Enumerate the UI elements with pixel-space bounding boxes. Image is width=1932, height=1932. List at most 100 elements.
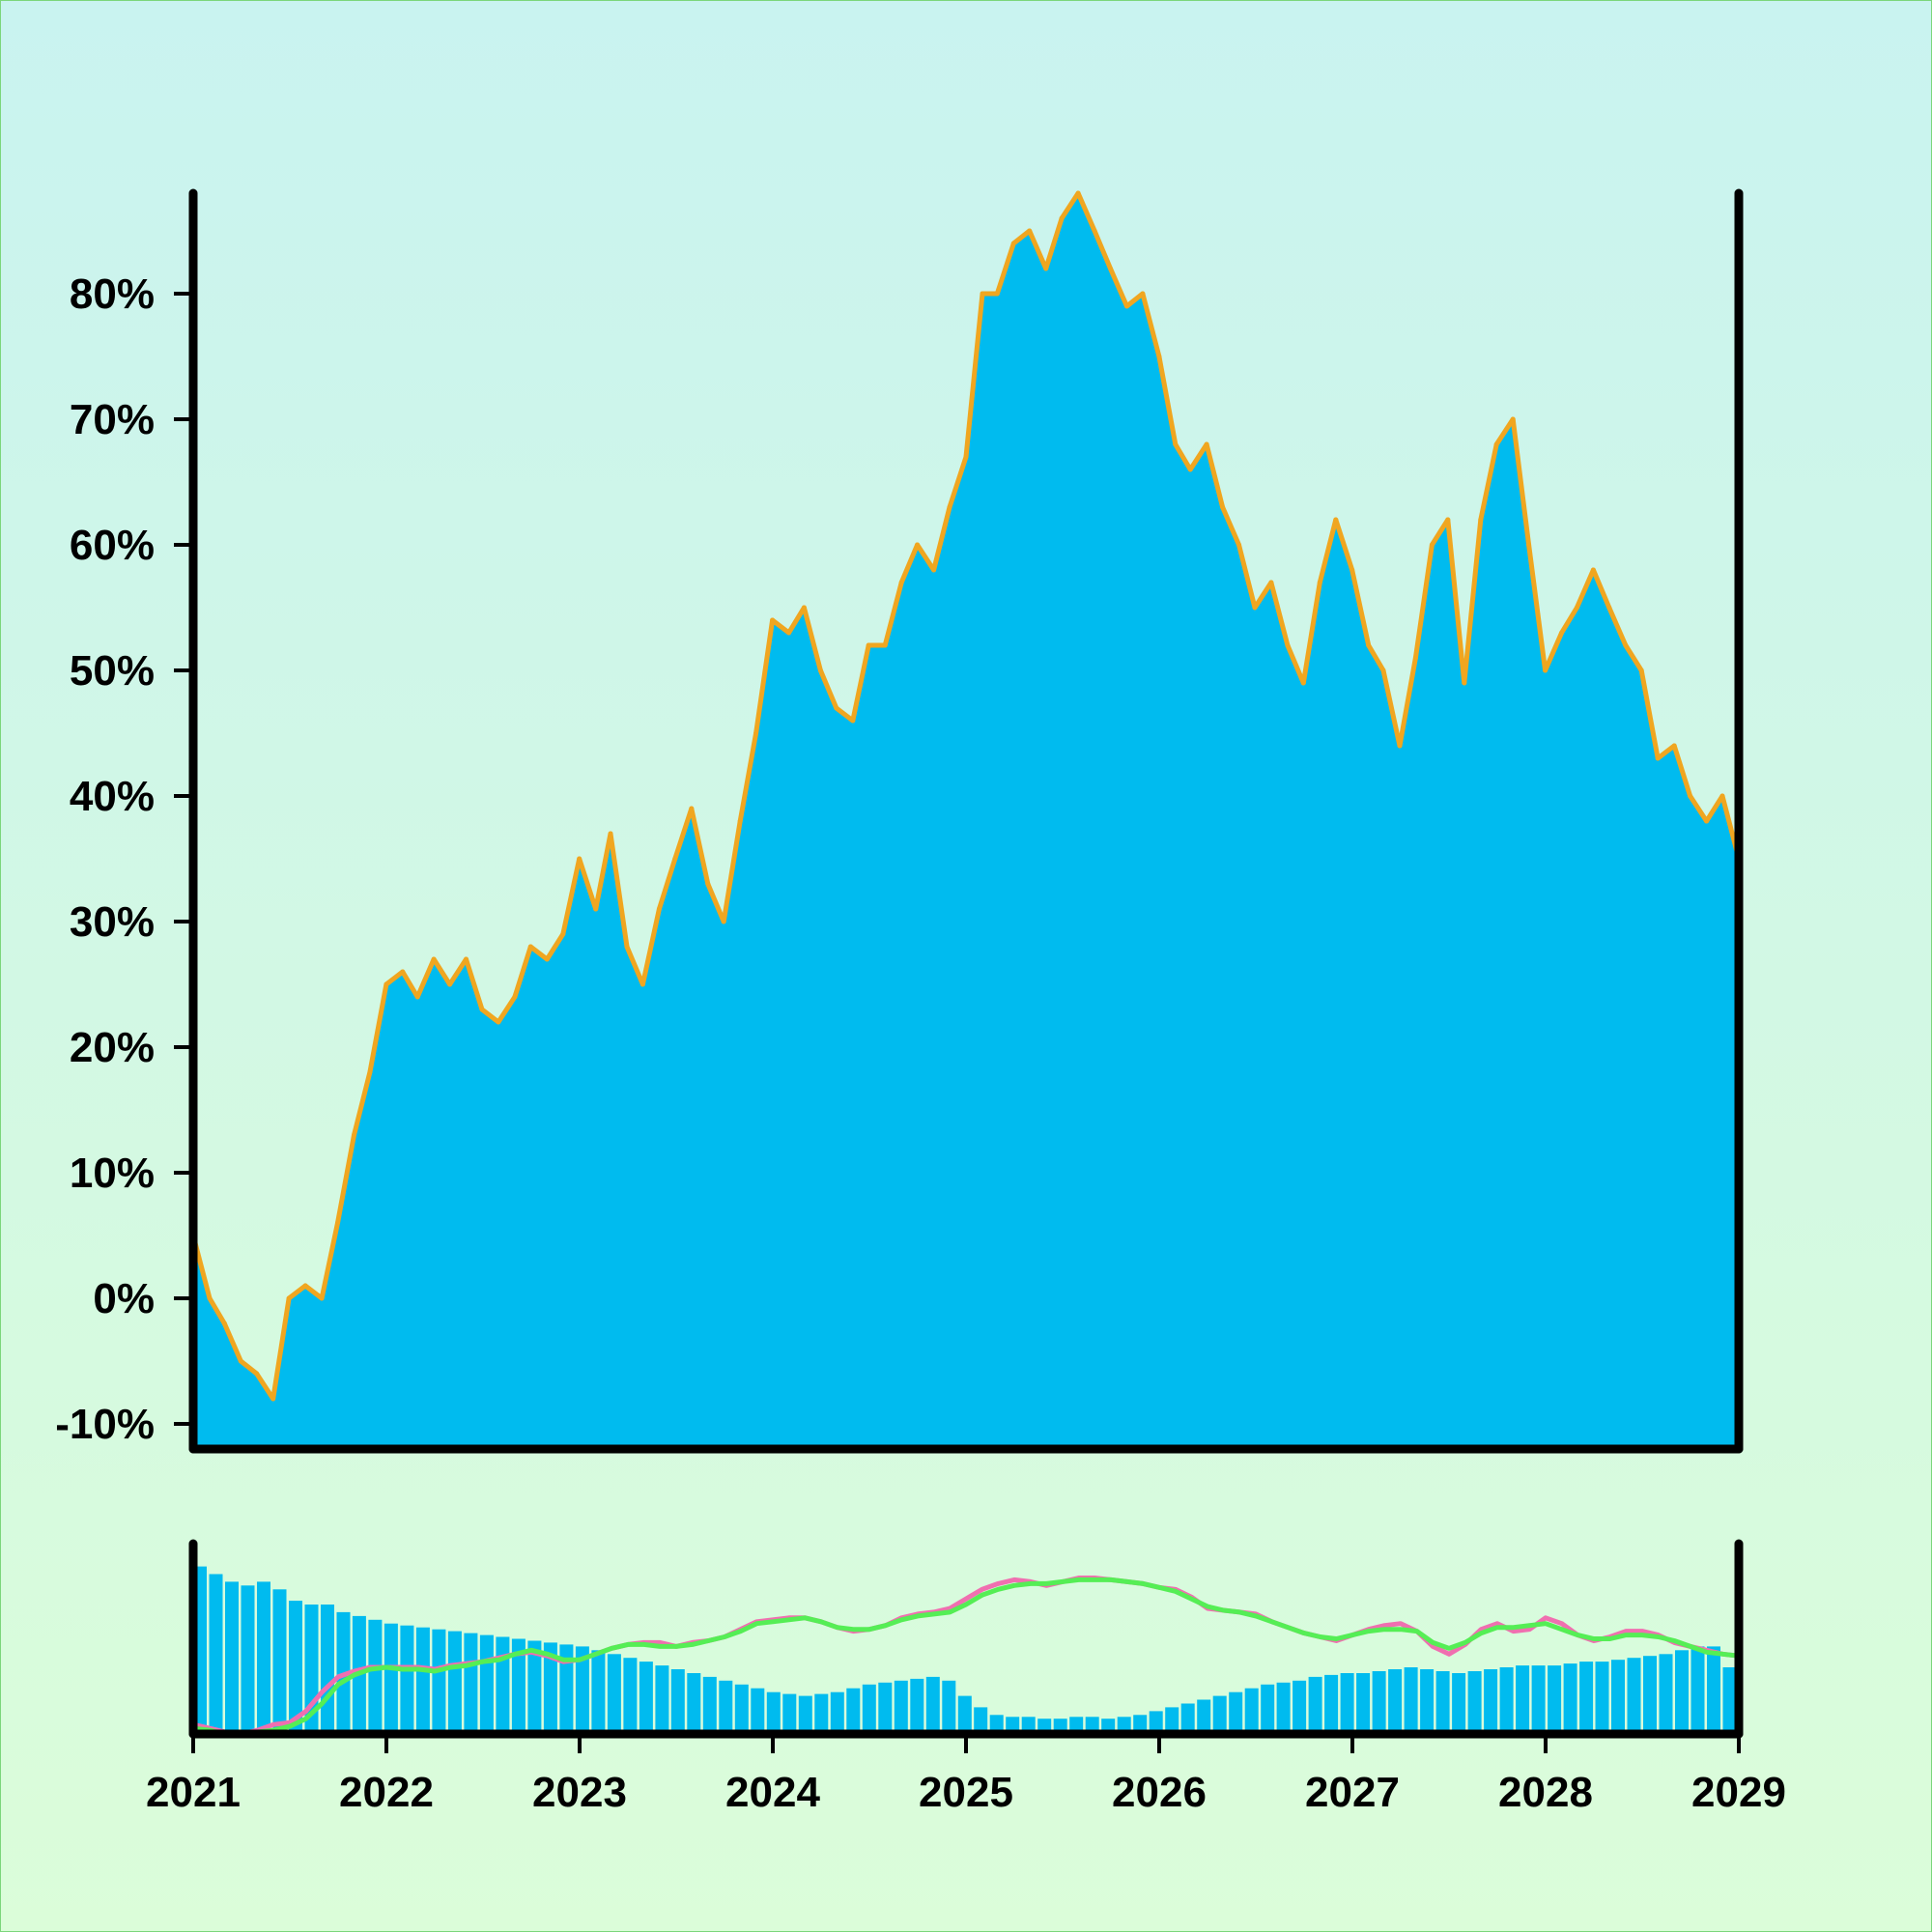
data-point xyxy=(624,944,630,950)
data-point xyxy=(1124,303,1129,309)
volume-bar xyxy=(910,1678,924,1734)
data-point xyxy=(1075,190,1081,196)
volume-bar xyxy=(1356,1673,1371,1734)
y-tick-label: 40% xyxy=(70,773,155,820)
volume-bar xyxy=(289,1601,302,1734)
x-tick-label: 2027 xyxy=(1305,1769,1400,1816)
x-tick-label: 2026 xyxy=(1112,1769,1207,1816)
volume-bar xyxy=(670,1669,685,1734)
volume-bar xyxy=(1531,1665,1546,1734)
volume-bar xyxy=(862,1684,876,1734)
volume-bar xyxy=(1420,1669,1435,1734)
volume-bar xyxy=(942,1680,956,1734)
data-point xyxy=(512,994,518,1000)
data-point xyxy=(1268,580,1274,585)
volume-bar xyxy=(1722,1667,1737,1734)
data-point xyxy=(221,1321,227,1326)
data-point xyxy=(689,806,695,811)
data-point xyxy=(1043,266,1049,271)
volume-bar xyxy=(511,1638,526,1734)
y-tick-label: 80% xyxy=(70,270,155,318)
data-point xyxy=(931,567,937,573)
volume-bar xyxy=(447,1631,462,1734)
data-point xyxy=(286,1295,292,1301)
volume-bar xyxy=(496,1636,510,1734)
data-point xyxy=(1350,567,1355,573)
data-point xyxy=(753,730,759,736)
volume-bar xyxy=(575,1646,589,1734)
volume-bar xyxy=(257,1581,270,1734)
x-tick-label: 2021 xyxy=(146,1769,241,1816)
volume-bar xyxy=(400,1625,414,1734)
data-point xyxy=(335,1220,340,1226)
volume-bar xyxy=(989,1715,1004,1734)
volume-bar xyxy=(432,1629,446,1734)
data-point xyxy=(1412,655,1418,661)
data-point xyxy=(994,291,1000,297)
data-point xyxy=(414,994,420,1000)
data-point xyxy=(479,1007,485,1012)
x-tick-label: 2023 xyxy=(532,1769,627,1816)
volume-bar xyxy=(1675,1650,1689,1734)
data-point xyxy=(1590,567,1596,573)
y-tick-label: 30% xyxy=(70,898,155,946)
volume-bar xyxy=(1452,1673,1466,1734)
data-point xyxy=(1397,743,1403,749)
data-point xyxy=(817,668,823,673)
y-tick-label: 20% xyxy=(70,1024,155,1071)
data-point xyxy=(1187,467,1193,472)
x-tick-label: 2022 xyxy=(339,1769,434,1816)
volume-bar xyxy=(1180,1703,1195,1734)
data-point xyxy=(639,981,645,987)
data-point xyxy=(1429,542,1435,548)
volume-bar xyxy=(464,1633,478,1734)
data-point xyxy=(1156,354,1162,359)
data-point xyxy=(1704,818,1710,824)
volume-bar xyxy=(687,1673,701,1734)
data-point xyxy=(1173,441,1179,447)
data-point xyxy=(1559,630,1565,636)
data-point xyxy=(1010,241,1016,246)
volume-bar xyxy=(321,1605,334,1734)
data-point xyxy=(1059,215,1065,221)
volume-bar xyxy=(1563,1663,1577,1734)
volume-bar xyxy=(559,1644,574,1734)
volume-bar xyxy=(1149,1711,1163,1734)
data-point xyxy=(850,718,856,724)
data-point xyxy=(464,956,469,962)
data-point xyxy=(786,630,792,636)
volume-bar xyxy=(591,1650,606,1734)
x-tick-label: 2025 xyxy=(919,1769,1013,1816)
volume-bar xyxy=(1467,1671,1482,1734)
volume-bar xyxy=(623,1658,638,1734)
volume-bar xyxy=(209,1574,223,1734)
y-tick-label: -10% xyxy=(55,1401,155,1448)
data-point xyxy=(352,1132,356,1138)
volume-bar xyxy=(655,1665,669,1734)
volume-bar xyxy=(1484,1669,1498,1734)
volume-bar xyxy=(1133,1715,1148,1734)
data-point xyxy=(1478,517,1484,523)
volume-bar xyxy=(894,1680,908,1734)
data-point xyxy=(1688,793,1693,799)
data-point xyxy=(207,1295,213,1301)
data-point xyxy=(400,969,406,975)
data-point xyxy=(496,1019,501,1025)
volume-bar xyxy=(1197,1699,1211,1734)
data-point xyxy=(1606,605,1612,611)
data-point xyxy=(866,642,871,648)
x-tick-label: 2028 xyxy=(1498,1769,1593,1816)
main-area-chart: -10% 0% 10% 20% 30% 40% 50% 60% 70% 80% xyxy=(55,188,1744,1454)
data-point xyxy=(1236,542,1241,548)
data-point xyxy=(1300,680,1306,686)
data-point xyxy=(608,831,613,837)
data-point xyxy=(1462,680,1467,686)
volume-bar xyxy=(878,1682,893,1734)
volume-bar xyxy=(1388,1669,1403,1734)
volume-bar xyxy=(1707,1646,1720,1734)
volume-bar xyxy=(1548,1665,1562,1734)
data-point xyxy=(367,1069,373,1075)
volume-bar xyxy=(1659,1654,1673,1734)
volume-bar xyxy=(751,1688,765,1734)
data-point xyxy=(593,906,599,912)
